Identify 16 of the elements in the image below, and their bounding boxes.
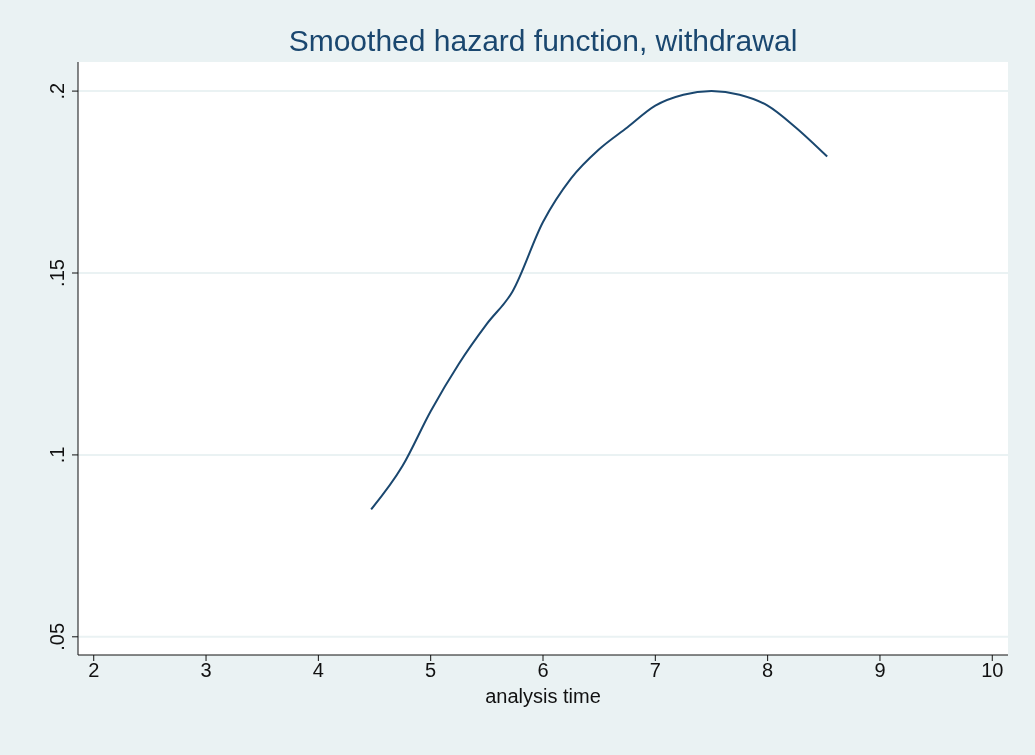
- y-tick-label: .05: [46, 622, 68, 651]
- x-tick-label: 10: [981, 659, 1004, 682]
- y-tick-label: .15: [46, 259, 68, 287]
- x-tick-label: 9: [874, 659, 886, 682]
- chart-title: Smoothed hazard function, withdrawal: [287, 24, 799, 58]
- x-axis-title: analysis time: [485, 685, 601, 707]
- y-tick-label: .1: [46, 446, 68, 464]
- x-tick-label: 5: [425, 659, 437, 682]
- x-tick-label: 4: [312, 659, 324, 682]
- line-series: [370, 90, 829, 511]
- x-tick-label: 7: [649, 659, 661, 682]
- x-tick-label: 2: [88, 659, 100, 682]
- x-tick-label: 8: [762, 659, 774, 682]
- x-tick-label: 3: [200, 659, 212, 682]
- x-tick-label: 6: [537, 659, 549, 682]
- y-tick-label: .2: [46, 82, 68, 100]
